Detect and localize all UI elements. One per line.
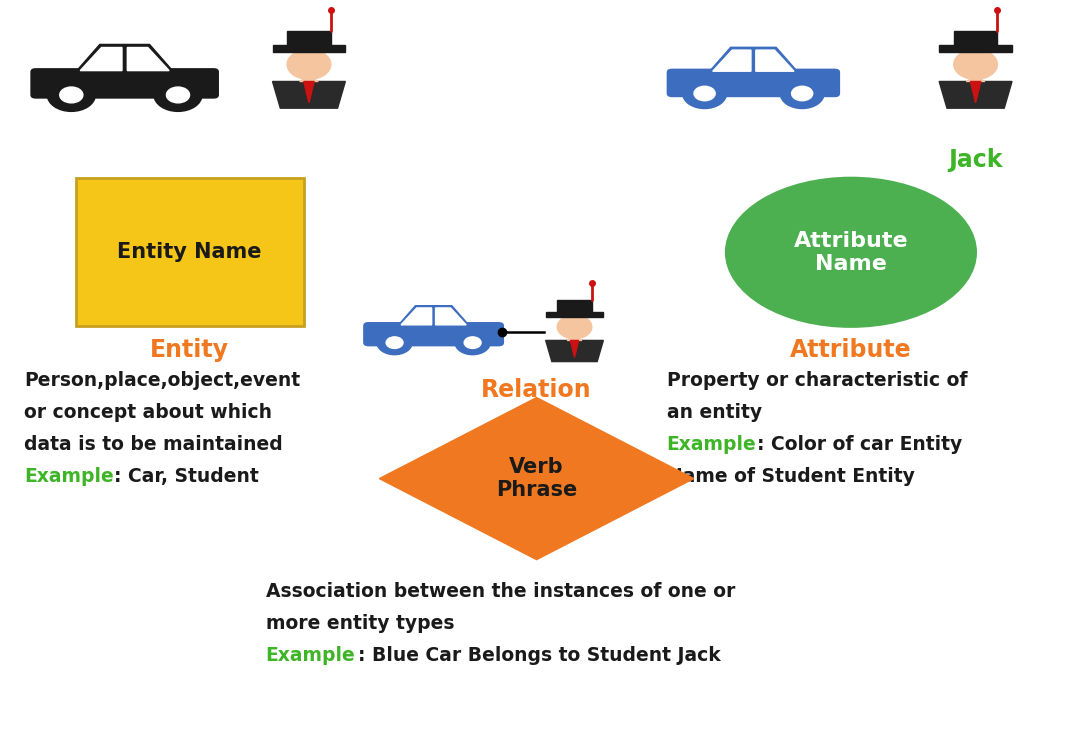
Polygon shape	[939, 82, 1012, 108]
Circle shape	[694, 86, 715, 101]
Text: Attribute: Attribute	[790, 338, 912, 361]
Ellipse shape	[726, 178, 976, 326]
Polygon shape	[545, 341, 604, 361]
Circle shape	[791, 86, 813, 101]
Text: Relation: Relation	[481, 378, 592, 402]
Text: : Car, Student: : Car, Student	[114, 467, 259, 486]
Text: Association between the instances of one or: Association between the instances of one…	[266, 582, 735, 602]
Text: Person,place,object,event: Person,place,object,event	[24, 371, 300, 390]
Text: or concept about which: or concept about which	[24, 403, 272, 422]
Polygon shape	[970, 82, 981, 103]
Text: : Blue Car Belongs to Student Jack: : Blue Car Belongs to Student Jack	[358, 646, 721, 666]
Text: Entity Name: Entity Name	[117, 243, 262, 262]
Polygon shape	[299, 76, 319, 82]
Circle shape	[48, 79, 95, 111]
Polygon shape	[379, 398, 694, 559]
Text: Jack: Jack	[948, 148, 1003, 172]
Circle shape	[464, 337, 481, 349]
Text: Example: Example	[667, 435, 757, 454]
Text: Attribute
Name: Attribute Name	[793, 231, 908, 274]
FancyBboxPatch shape	[954, 31, 997, 45]
Polygon shape	[966, 76, 985, 82]
Polygon shape	[713, 50, 751, 71]
FancyBboxPatch shape	[667, 68, 840, 97]
Text: Example: Example	[24, 467, 114, 486]
Circle shape	[780, 79, 824, 108]
Polygon shape	[567, 336, 582, 341]
FancyBboxPatch shape	[30, 68, 219, 99]
Polygon shape	[756, 50, 793, 71]
FancyBboxPatch shape	[272, 45, 346, 51]
Circle shape	[60, 87, 82, 103]
FancyBboxPatch shape	[545, 312, 604, 317]
Polygon shape	[80, 47, 122, 70]
Polygon shape	[304, 82, 314, 103]
Polygon shape	[272, 82, 346, 108]
Text: Entity: Entity	[151, 338, 229, 361]
Text: Example: Example	[266, 646, 356, 666]
Circle shape	[377, 331, 412, 355]
FancyBboxPatch shape	[287, 31, 331, 45]
Polygon shape	[127, 47, 169, 70]
Text: : Color of car Entity: : Color of car Entity	[757, 435, 962, 454]
Text: Property or characteristic of: Property or characteristic of	[667, 371, 967, 390]
FancyBboxPatch shape	[557, 301, 592, 312]
FancyBboxPatch shape	[76, 178, 304, 326]
Circle shape	[455, 331, 490, 355]
Text: data is to be maintained: data is to be maintained	[24, 435, 283, 454]
Circle shape	[167, 87, 190, 103]
Polygon shape	[398, 306, 469, 326]
Circle shape	[287, 50, 331, 79]
Text: Verb
Phrase: Verb Phrase	[496, 457, 577, 500]
Polygon shape	[570, 341, 579, 358]
Polygon shape	[709, 47, 798, 73]
FancyBboxPatch shape	[363, 322, 504, 347]
Polygon shape	[401, 308, 431, 325]
FancyBboxPatch shape	[939, 45, 1012, 51]
Circle shape	[954, 50, 997, 79]
Polygon shape	[76, 45, 173, 72]
Circle shape	[557, 315, 592, 339]
Circle shape	[683, 79, 726, 108]
Text: an entity: an entity	[667, 403, 762, 422]
Polygon shape	[436, 308, 466, 325]
Circle shape	[154, 79, 202, 111]
Text: more entity types: more entity types	[266, 614, 454, 634]
Circle shape	[386, 337, 403, 349]
Text: Name of Student Entity: Name of Student Entity	[667, 467, 915, 486]
